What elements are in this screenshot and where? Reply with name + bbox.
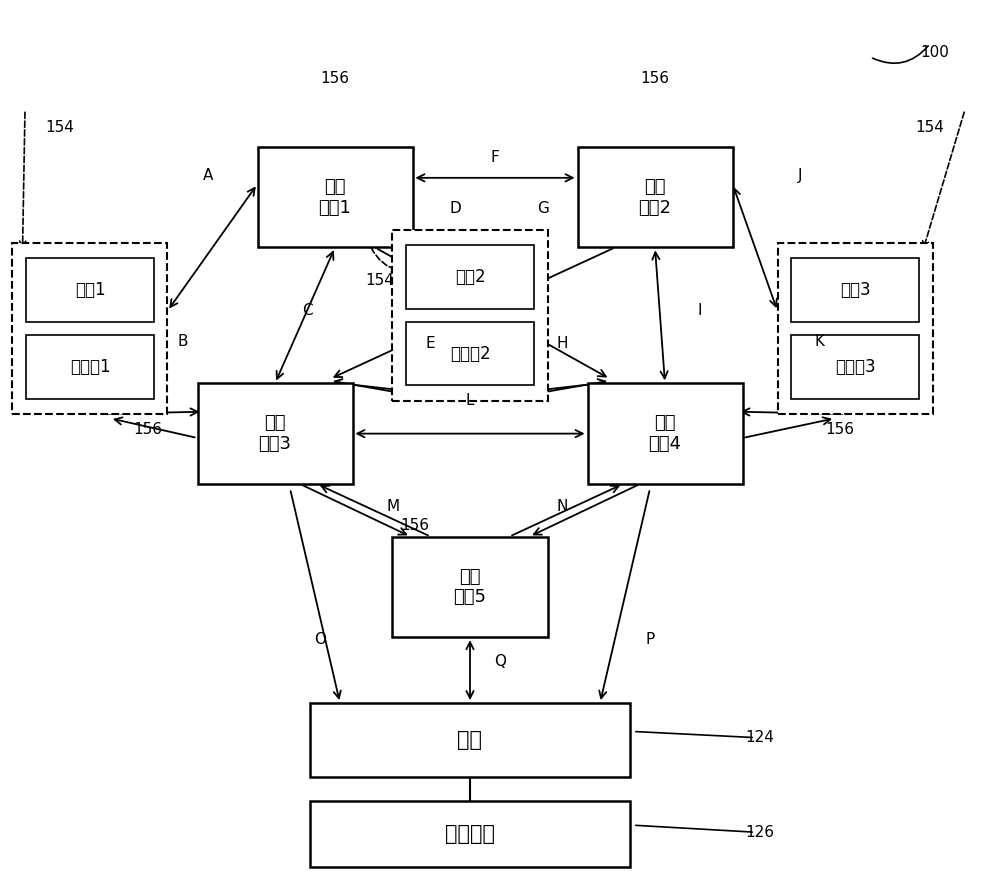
Text: 126: 126 (746, 824, 774, 840)
Text: K: K (815, 334, 825, 350)
Text: I: I (698, 303, 702, 319)
Text: G: G (537, 201, 549, 216)
Bar (791, 258, 919, 321)
Text: Q: Q (494, 653, 506, 669)
Bar (392, 230, 548, 401)
Bar (258, 147, 413, 248)
Bar (791, 336, 919, 399)
Bar (198, 384, 352, 484)
Text: 控制中心: 控制中心 (445, 824, 495, 844)
Bar (310, 703, 630, 778)
Text: 156: 156 (640, 71, 670, 87)
Bar (406, 322, 534, 385)
Text: 控制
通信2: 控制 通信2 (639, 178, 672, 216)
Text: 控制
通信3: 控制 通信3 (258, 414, 292, 453)
Bar (12, 244, 167, 414)
Text: 154: 154 (916, 119, 944, 135)
Text: 控制
通信5: 控制 通信5 (454, 568, 486, 606)
Text: L: L (466, 392, 474, 408)
Text: A: A (203, 167, 213, 183)
Text: B: B (178, 334, 188, 350)
Text: 100: 100 (921, 45, 949, 60)
Text: F: F (491, 150, 499, 166)
Bar (26, 258, 154, 321)
Text: D: D (449, 201, 461, 216)
Text: H: H (556, 336, 568, 351)
Text: 154: 154 (46, 119, 74, 135)
Text: 124: 124 (746, 730, 774, 745)
Text: 控制
通信1: 控制 通信1 (319, 178, 351, 216)
Bar (588, 384, 742, 484)
Bar (392, 536, 548, 638)
Text: 156: 156 (320, 71, 350, 87)
Bar (26, 336, 154, 399)
Bar (778, 244, 932, 414)
Text: P: P (645, 632, 655, 647)
Text: 156: 156 (826, 421, 854, 437)
Text: E: E (425, 336, 435, 351)
Bar (310, 801, 630, 867)
Text: N: N (556, 498, 568, 514)
Text: 控制
通信4: 控制 通信4 (648, 414, 682, 453)
Text: O: O (314, 632, 326, 647)
Text: 传感器3: 传感器3 (835, 358, 875, 376)
Text: 156: 156 (400, 518, 430, 533)
Bar (578, 147, 732, 248)
Text: 通信1: 通信1 (75, 281, 105, 299)
Text: J: J (798, 167, 802, 183)
Text: 通信3: 通信3 (840, 281, 870, 299)
Text: C: C (302, 303, 312, 319)
Text: 通信2: 通信2 (455, 268, 485, 286)
Text: M: M (386, 498, 400, 514)
Text: 154: 154 (366, 272, 394, 288)
Text: 156: 156 (134, 421, 162, 437)
Bar (406, 245, 534, 308)
Text: 传感器2: 传感器2 (450, 345, 490, 363)
Text: 网关: 网关 (458, 731, 482, 750)
Text: 传感器1: 传感器1 (70, 358, 110, 376)
